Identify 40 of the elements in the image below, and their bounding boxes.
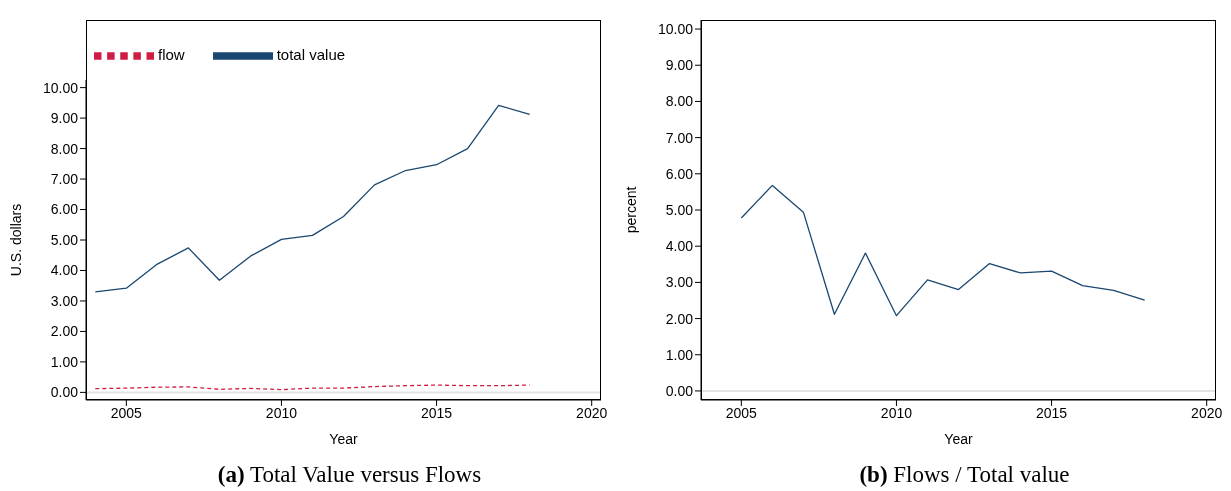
x-tick-label: 2020 (1191, 404, 1223, 421)
legend-label: total value (276, 45, 346, 63)
y-tick-label: 6.00 (665, 165, 694, 182)
y-tick-label: 4.00 (50, 262, 79, 279)
line-series (94, 104, 531, 293)
y-axis-title: percent (622, 186, 639, 234)
legend-label: flow (158, 45, 185, 63)
y-tick-label: 0.00 (50, 384, 79, 401)
x-tick-label: 2005 (725, 404, 758, 421)
x-axis-title: Year (944, 431, 973, 447)
y-tick-label: 1.00 (665, 346, 694, 363)
x-tick-label: 2020 (576, 404, 608, 421)
y-tick-label: 10.00 (42, 79, 79, 96)
text: (b) Flows / Total value (858, 462, 1071, 488)
y-tick-label: 1.00 (50, 353, 79, 370)
y-tick-label: 5.00 (665, 201, 694, 218)
x-tick-label: 2015 (420, 404, 453, 421)
y-tick-label: 5.00 (50, 231, 79, 248)
x-tick-label: 2015 (1035, 404, 1068, 421)
y-tick-label: 8.00 (50, 140, 79, 157)
y-tick-label: 7.00 (50, 171, 79, 188)
y-tick-label: 2.00 (50, 323, 79, 340)
y-tick-label: 6.00 (50, 201, 79, 218)
y-tick-label: 3.00 (50, 292, 79, 309)
x-tick-label: 2010 (880, 404, 913, 421)
x-axis-title: Year (329, 431, 358, 447)
y-axis-title: U.S. dollars (7, 203, 24, 277)
y-tick-label: 4.00 (665, 238, 694, 255)
x-tick-label: 2005 (110, 404, 143, 421)
y-tick-label: 7.00 (665, 129, 694, 146)
y-tick-label: 3.00 (665, 274, 694, 291)
line-series (740, 184, 1146, 317)
y-tick-label: 8.00 (665, 93, 694, 110)
text: (a) Total Value versus Flows (216, 462, 483, 488)
x-tick-label: 2010 (265, 404, 298, 421)
y-tick-label: 2.00 (665, 310, 694, 327)
y-tick-label: 0.00 (665, 382, 694, 399)
y-tick-label: 10.00 (657, 21, 694, 38)
y-tick-label: 9.00 (50, 110, 79, 127)
y-tick-label: 9.00 (665, 57, 694, 74)
